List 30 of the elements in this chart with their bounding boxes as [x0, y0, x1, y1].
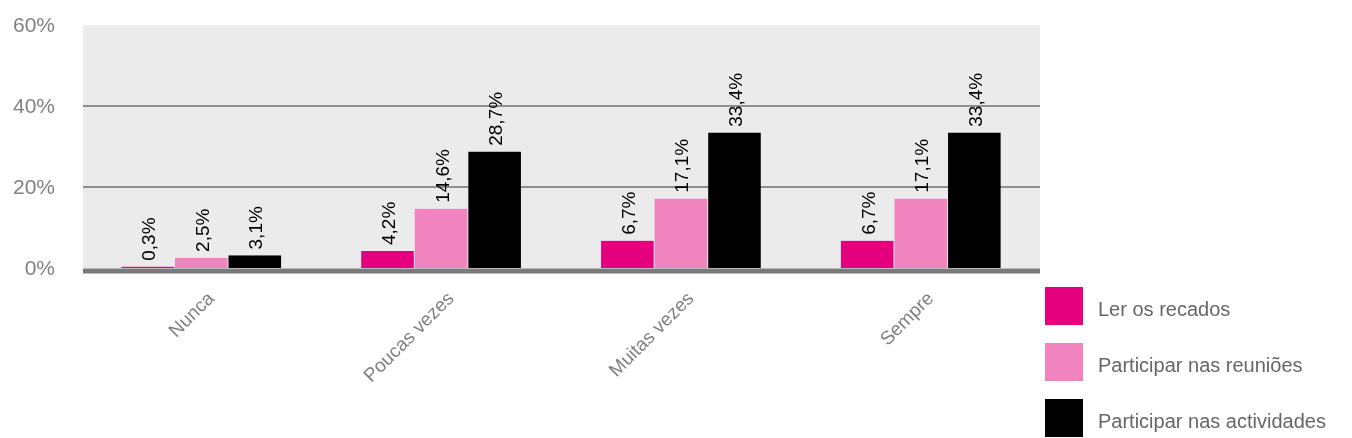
text: 3,1% [245, 206, 267, 250]
y-tick-label: 20% [12, 175, 55, 199]
bar [468, 151, 521, 268]
text: 0,3% [138, 217, 160, 261]
y-tick-label: 0% [24, 256, 55, 280]
bar [948, 132, 1001, 268]
text: 4,2% [378, 201, 400, 245]
text: 17,1% [911, 138, 933, 193]
text: 2,5% [191, 208, 213, 252]
bar [894, 198, 948, 268]
bar [708, 132, 761, 268]
text: 28,7% [485, 91, 507, 146]
bar [174, 257, 228, 268]
y-tick-label: 60% [12, 13, 55, 37]
y-tick-label: 40% [12, 94, 55, 118]
text: 17,1% [671, 138, 693, 193]
text: 6,7% [617, 191, 639, 235]
text: 14,6% [431, 148, 453, 203]
bar [840, 240, 894, 268]
text: 33,4% [964, 72, 986, 127]
text: 33,4% [724, 72, 746, 127]
bar [361, 250, 414, 268]
legend-label: Participar nas reuniões [1098, 354, 1303, 376]
bar [654, 198, 708, 268]
legend-label: Ler os recados [1098, 298, 1231, 320]
legend-label: Participar nas actividades [1098, 410, 1326, 432]
bar [414, 208, 468, 268]
bar [228, 255, 282, 268]
bar [601, 240, 654, 268]
text: 6,7% [857, 191, 879, 235]
